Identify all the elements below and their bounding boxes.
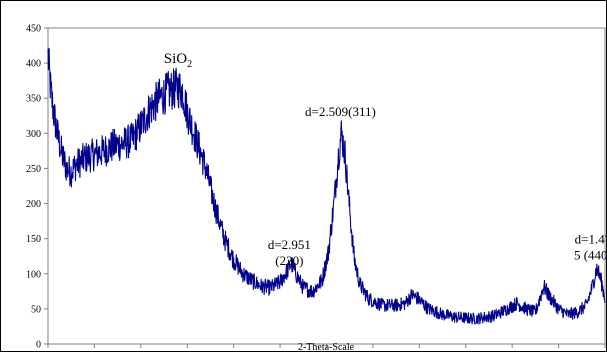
annotations: SiO2 d=2.509(311) d=2.951(220) d=1.475 (440… xyxy=(164,51,607,268)
y-tick-label: 50 xyxy=(31,304,41,315)
y-tick-label: 350 xyxy=(26,94,41,105)
y-tick-label: 400 xyxy=(26,59,41,70)
y-tick-label: 300 xyxy=(26,129,41,140)
y-tick-label: 200 xyxy=(26,199,41,210)
annotation-d2951-line: (220) xyxy=(275,253,303,268)
y-tick-label: 150 xyxy=(26,234,41,245)
x-axis-title: 2-Theta-Scale xyxy=(298,342,355,352)
annotation-d2509: d=2.509(311) xyxy=(305,104,376,119)
annotation-d2951-line: d=2.951 xyxy=(268,237,311,252)
y-tick-label: 250 xyxy=(26,164,41,175)
y-tick-label: 100 xyxy=(26,269,41,280)
annotation-d1475-line: 5 (440) xyxy=(574,248,607,263)
x-axis: 49141924293439444954596 xyxy=(47,344,606,348)
y-tick-label: 450 xyxy=(26,24,41,35)
series-line xyxy=(47,47,606,325)
annotation-d1475-line: d=1.47 xyxy=(575,232,607,247)
y-axis: 0 50 100 150 200 250 300 350 400 450 xyxy=(26,24,48,351)
y-tick-label: 0 xyxy=(36,340,41,351)
annotation-sio2: SiO2 xyxy=(164,51,192,70)
plot-area xyxy=(47,27,606,345)
